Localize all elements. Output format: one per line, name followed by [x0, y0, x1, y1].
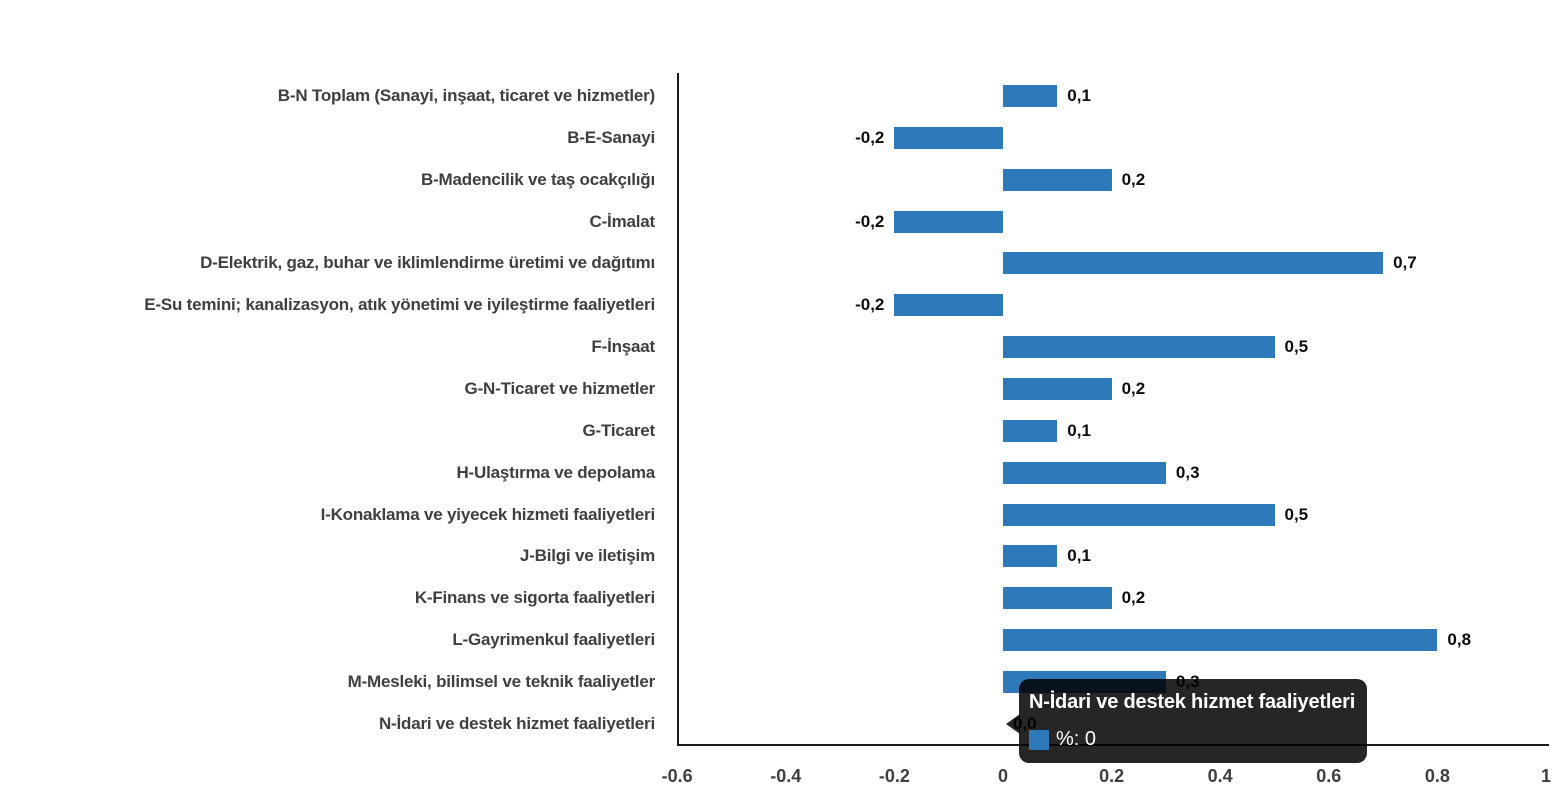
- bar[interactable]: [1003, 503, 1275, 526]
- tooltip-value-row: %: 0: [1029, 728, 1355, 751]
- series-swatch-icon: [1029, 729, 1049, 750]
- category-label: B-E-Sanayi: [567, 127, 655, 147]
- tooltip: N-İdari ve destek hizmet faaliyetleri %:…: [1006, 679, 1368, 763]
- x-axis-tick-label: -0.4: [770, 766, 802, 786]
- bar[interactable]: [1003, 587, 1112, 610]
- value-label: 0,2: [1121, 588, 1146, 608]
- category-label: I-Konaklama ve yiyecek hizmeti faaliyetl…: [320, 504, 656, 524]
- bar[interactable]: [1003, 336, 1275, 359]
- y-axis-line: [677, 73, 679, 746]
- x-axis-tick-label: 0.2: [1099, 766, 1125, 786]
- value-label: 0,2: [1121, 378, 1146, 398]
- category-label: E-Su temini; kanalizasyon, atık yönetimi…: [144, 295, 655, 315]
- category-label: G-Ticaret: [582, 420, 655, 440]
- value-label: 0,5: [1284, 337, 1309, 357]
- bar[interactable]: [1003, 85, 1058, 107]
- category-label: B-Madencilik ve taş ocakçılığı: [421, 169, 655, 189]
- category-label: H-Ulaştırma ve depolama: [456, 462, 655, 482]
- x-axis-tick-label: 0: [997, 766, 1009, 786]
- tooltip-title: N-İdari ve destek hizmet faaliyetleri: [1029, 691, 1356, 713]
- x-axis-tick-label: 0.8: [1424, 766, 1450, 786]
- tooltip-value: %: 0: [1056, 728, 1097, 750]
- value-label: 0,1: [1067, 86, 1091, 105]
- bar[interactable]: [894, 294, 1003, 317]
- category-label: B-N Toplam (Sanayi, inşaat, ticaret ve h…: [277, 86, 655, 105]
- value-label: 0,1: [1067, 420, 1091, 440]
- category-label: C-İmalat: [589, 211, 656, 231]
- bar[interactable]: [1003, 419, 1058, 442]
- bar[interactable]: [1003, 168, 1112, 191]
- value-label: 0,8: [1447, 630, 1472, 650]
- x-axis-tick-label: 0.6: [1316, 766, 1342, 786]
- category-label: G-N-Ticaret ve hizmetler: [464, 378, 656, 398]
- value-label: -0,2: [855, 295, 885, 315]
- value-label: 0,1: [1067, 546, 1091, 566]
- category-label: L-Gayrimenkul faaliyetleri: [452, 630, 655, 650]
- x-axis-tick-label: -0.6: [661, 766, 693, 786]
- value-label: 0,7: [1393, 253, 1417, 273]
- bar[interactable]: [894, 126, 1003, 149]
- value-label: 0,3: [1175, 462, 1200, 482]
- category-label: M-Mesleki, bilimsel ve teknik faaliyetle…: [347, 671, 656, 691]
- bar[interactable]: [1003, 461, 1166, 484]
- bar[interactable]: [1003, 252, 1384, 275]
- value-label: -0,2: [855, 127, 885, 147]
- category-label: F-İnşaat: [591, 337, 655, 357]
- x-axis-tick-label: -0.2: [878, 766, 910, 786]
- bar[interactable]: [1003, 377, 1112, 400]
- value-label: -0,2: [855, 211, 885, 231]
- x-axis-tick-label: 1: [1540, 766, 1552, 786]
- value-label: 0,5: [1284, 504, 1309, 524]
- category-label: J-Bilgi ve iletişim: [519, 546, 655, 566]
- category-label: K-Finans ve sigorta faaliyetleri: [414, 588, 655, 608]
- x-axis-tick-label: 0.4: [1207, 766, 1233, 786]
- bar[interactable]: [1003, 629, 1438, 652]
- category-label: D-Elektrik, gaz, buhar ve iklimlendirme …: [200, 253, 655, 273]
- tooltip-arrow-icon: [1006, 714, 1020, 734]
- value-label: 0,2: [1121, 169, 1146, 189]
- bar[interactable]: [1003, 545, 1058, 568]
- category-label: N-İdari ve destek hizmet faaliyetleri: [378, 713, 655, 733]
- bar[interactable]: [894, 210, 1003, 233]
